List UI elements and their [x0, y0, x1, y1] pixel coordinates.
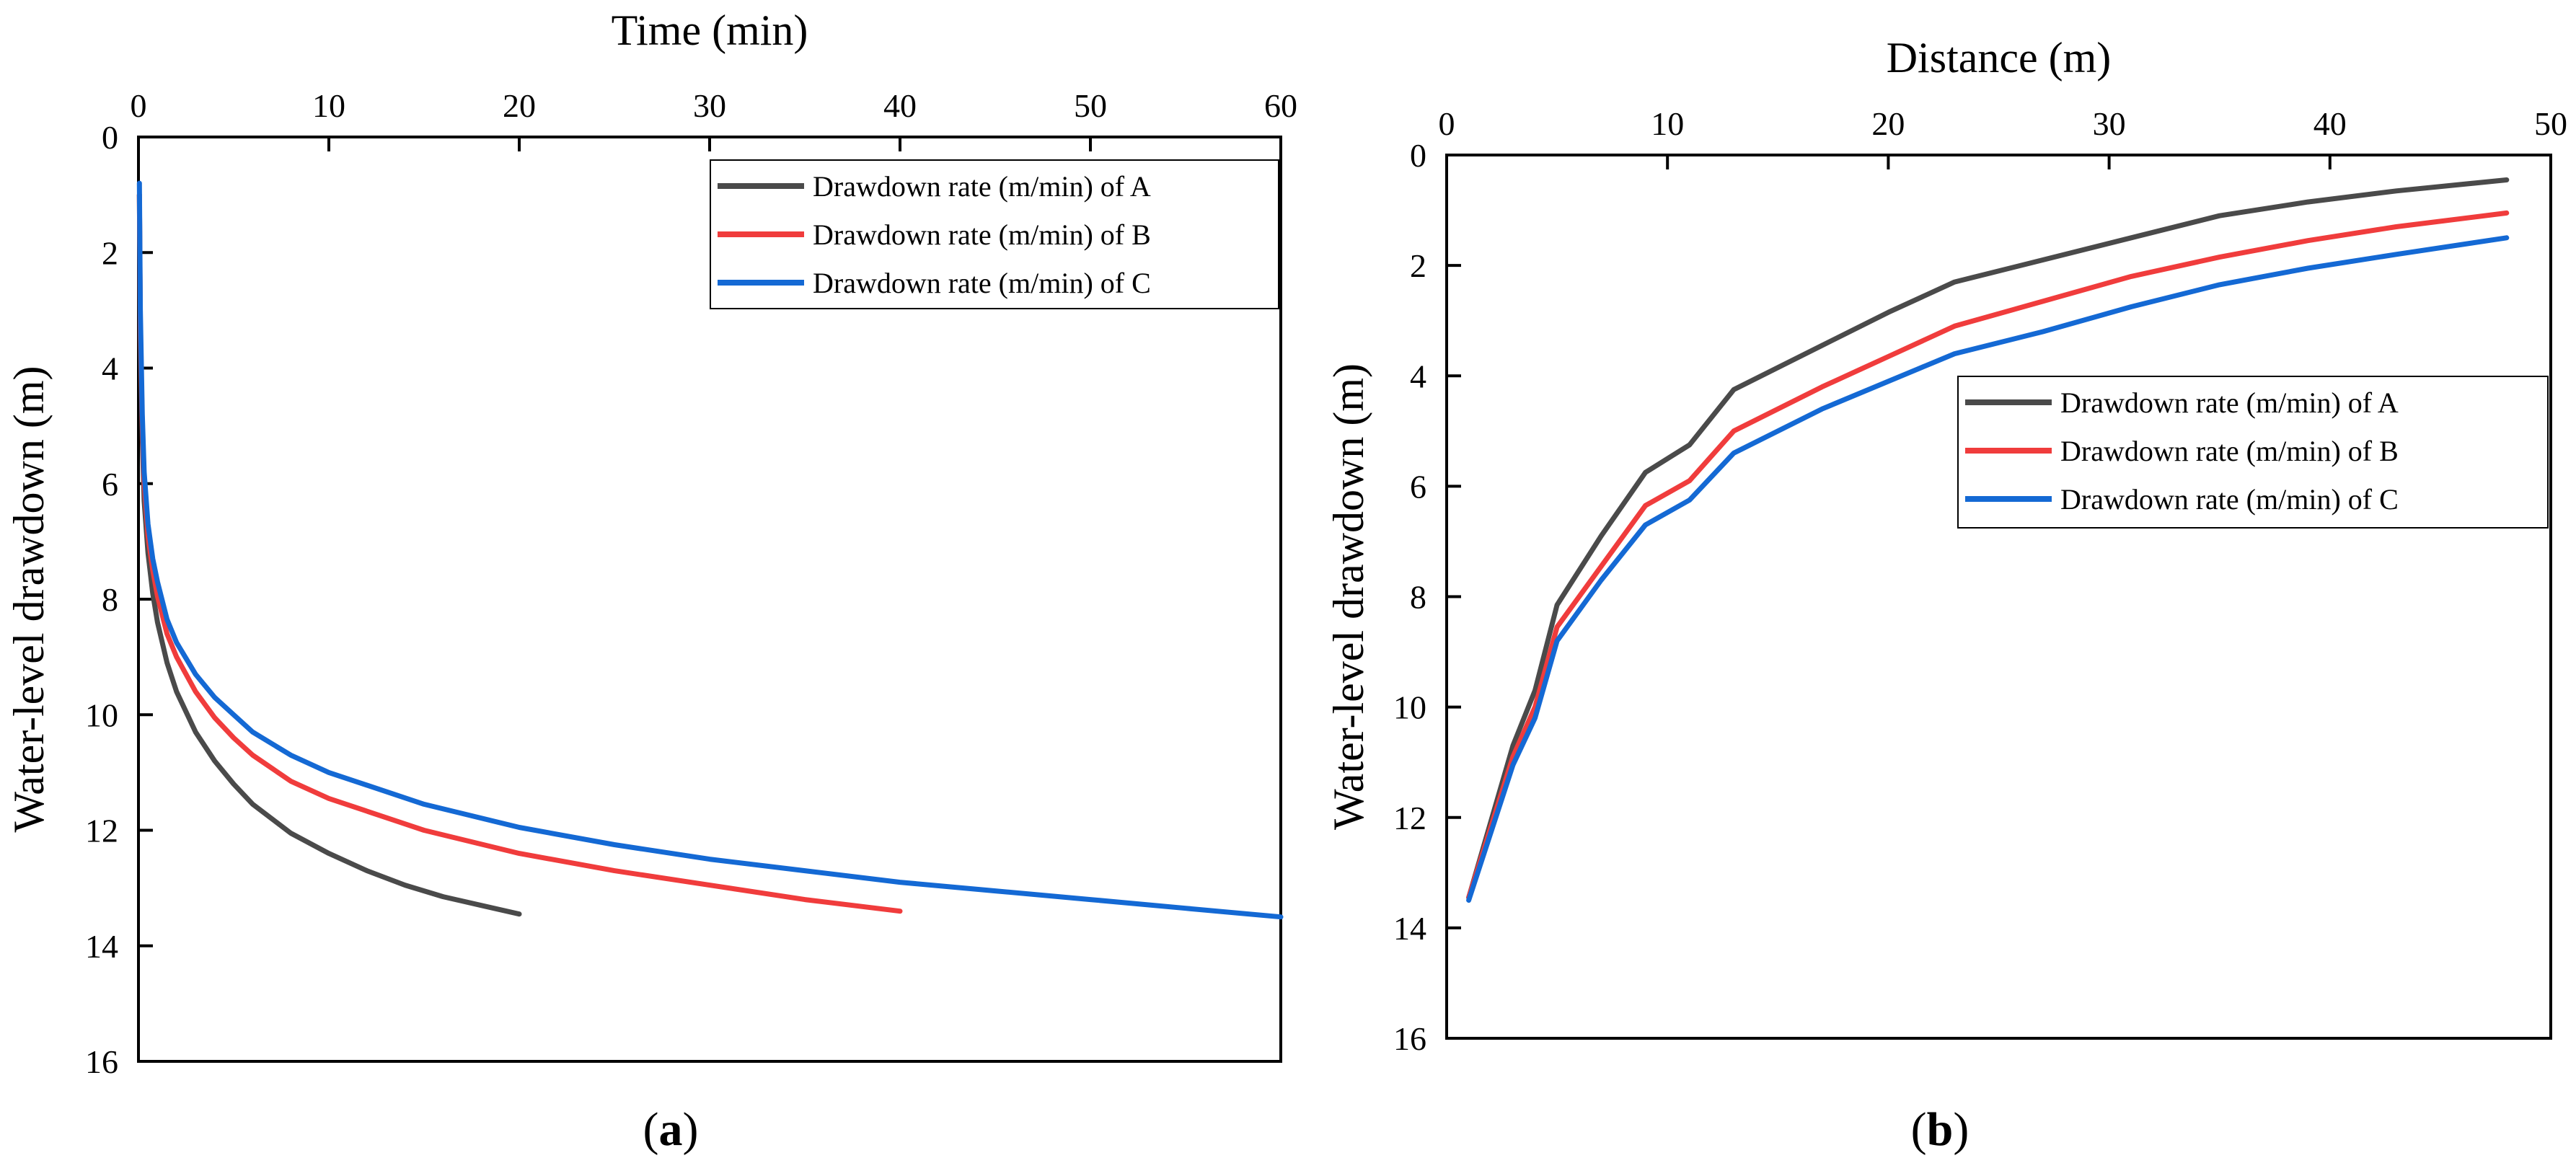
series-line-2 — [1466, 210, 2510, 901]
y-tick-label: 14 — [85, 928, 118, 965]
series-line-3 — [1466, 235, 2510, 903]
chart-panel-a: 0 10 20 30 40 50 60 0 2 4 6 8 10 12 14 16 Time (min) Wate… — [5, 6, 1297, 1156]
legend-label: Drawdown rate (m/min) of B — [2060, 435, 2399, 467]
x-tick-label: 30 — [2093, 105, 2126, 142]
x-tick-label: 50 — [2534, 105, 2567, 142]
y-tick-label: 10 — [85, 697, 118, 733]
x-tick-label: 20 — [1871, 105, 1905, 142]
y-tick-label: 12 — [85, 813, 118, 849]
y-tick-label: 4 — [1410, 358, 1426, 394]
x-tick-label: 30 — [693, 87, 726, 124]
y-tick-label: 0 — [1410, 137, 1426, 174]
y-tick-label: 16 — [1393, 1020, 1426, 1057]
legend-label: Drawdown rate (m/min) of C — [813, 267, 1151, 299]
y-tick-label: 0 — [102, 119, 118, 156]
x-tick-label: 60 — [1264, 87, 1297, 124]
y-axis-title: Water-level drawdown (m) — [1325, 363, 1372, 830]
y-tick-label: 12 — [1393, 800, 1426, 836]
x-tick-label: 40 — [2313, 105, 2347, 142]
x-tick-label: 20 — [503, 87, 536, 124]
series-line-1 — [136, 192, 522, 917]
x-tick-label: 10 — [312, 87, 345, 124]
panel-caption-open: ( — [643, 1103, 659, 1156]
y-tick-label: 8 — [102, 581, 118, 618]
panel-caption: (b) — [1911, 1103, 1970, 1156]
x-axis-title: Distance (m) — [1887, 34, 2112, 81]
x-tick-label: 50 — [1074, 87, 1107, 124]
x-tick-label: 10 — [1651, 105, 1684, 142]
y-tick-label: 2 — [102, 234, 118, 271]
plot-frame — [1445, 154, 2552, 1040]
panel-caption-close: ) — [1953, 1103, 1969, 1156]
y-tick-label: 4 — [102, 350, 118, 387]
series-line-1 — [1466, 177, 2510, 901]
series-line-3 — [136, 180, 1284, 920]
y-tick-label: 6 — [102, 466, 118, 503]
panel-caption-letter: b — [1927, 1103, 1954, 1156]
y-tick-label: 6 — [1410, 468, 1426, 505]
panel-caption-open: ( — [1911, 1103, 1927, 1156]
y-tick-label: 2 — [1410, 247, 1426, 284]
x-tick-label: 40 — [883, 87, 917, 124]
y-tick-label: 16 — [85, 1043, 118, 1080]
y-tick-label: 14 — [1393, 910, 1426, 947]
legend-label: Drawdown rate (m/min) of A — [813, 170, 1151, 203]
panel-caption-close: ) — [683, 1103, 699, 1156]
y-axis-title: Water-level drawdown (m) — [5, 366, 53, 832]
legend-label: Drawdown rate (m/min) of C — [2060, 483, 2399, 516]
legend-label: Drawdown rate (m/min) of A — [2060, 386, 2399, 419]
panel-caption-letter: a — [659, 1103, 683, 1156]
y-tick-label: 8 — [1410, 579, 1426, 616]
panel-caption: (a) — [643, 1103, 699, 1156]
y-tick-label: 10 — [1393, 689, 1426, 726]
chart-panel-b: 0 10 20 30 40 50 0 2 4 6 8 10 12 14 16 Distance (m) Wate… — [1325, 34, 2567, 1156]
legend-box — [710, 159, 1279, 309]
x-axis-title: Time (min) — [612, 6, 808, 54]
legend-label: Drawdown rate (m/min) of B — [813, 218, 1151, 251]
x-tick-label: 0 — [1439, 105, 1455, 142]
x-tick-label: 0 — [131, 87, 147, 124]
legend-box — [1957, 376, 2549, 529]
